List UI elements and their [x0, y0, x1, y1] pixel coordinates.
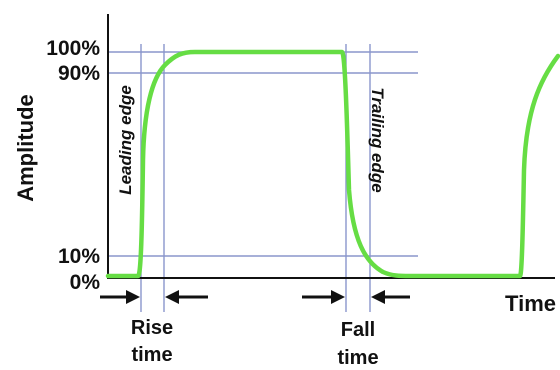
y-axis-label: Amplitude — [13, 94, 38, 202]
fall-time-label-line2: time — [337, 347, 378, 369]
fall-time-arrows — [302, 290, 410, 304]
x-axis-label: Time — [505, 291, 556, 316]
trailing-edge-label: Trailing edge — [368, 87, 387, 193]
rise-time-arrows — [100, 290, 208, 304]
leading-edge-label: Leading edge — [116, 85, 135, 195]
rise-time-label-line2: time — [131, 344, 172, 366]
rise-time-label-line1: Rise — [131, 317, 173, 339]
label-90-percent: 90% — [58, 62, 100, 85]
fall-time-label-line1: Fall — [341, 319, 375, 341]
label-10-percent: 10% — [58, 245, 100, 268]
label-100-percent: 100% — [46, 37, 100, 60]
label-0-percent: 0% — [70, 271, 101, 294]
pulse-waveform — [105, 49, 560, 279]
